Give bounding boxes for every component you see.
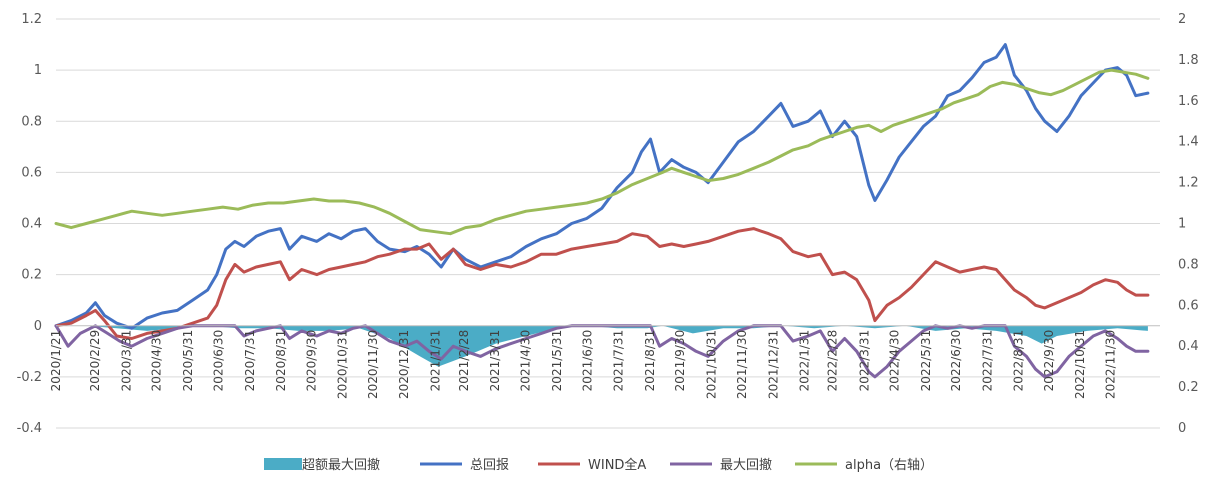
legend-label-maxdd: 最大回撤 bbox=[720, 457, 772, 473]
right-tick-label: 0.2 bbox=[1178, 380, 1199, 395]
x-tick-label: 2020/3/31 bbox=[119, 330, 133, 392]
x-tick-label: 2020/6/30 bbox=[211, 330, 225, 392]
x-tick-label: 2021/9/30 bbox=[673, 330, 687, 392]
right-tick-label: 0.4 bbox=[1178, 339, 1199, 354]
x-tick-label: 2022/11/30 bbox=[1104, 330, 1118, 399]
x-tick-label: 2020/9/30 bbox=[304, 330, 318, 392]
x-tick-label: 2021/6/30 bbox=[580, 330, 594, 392]
x-tick-label: 2021/8/31 bbox=[643, 330, 657, 392]
right-tick-label: 1 bbox=[1178, 217, 1186, 232]
legend-label-total: 总回报 bbox=[470, 458, 509, 473]
x-tick-label: 2022/1/31 bbox=[798, 330, 812, 392]
legend-label-wind: WIND全A bbox=[588, 457, 646, 473]
x-tick-label: 2022/7/31 bbox=[980, 330, 994, 392]
x-tick-label: 2020/2/29 bbox=[88, 330, 102, 392]
right-tick-label: 1.8 bbox=[1178, 53, 1199, 68]
legend-label-excess_dd: 超额最大回撤 bbox=[302, 457, 380, 473]
x-tick-label: 2021/3/31 bbox=[488, 330, 502, 392]
left-tick-label: 1.2 bbox=[21, 12, 42, 27]
legend-swatch-excess_dd bbox=[264, 458, 302, 470]
legend: 超额最大回撤 总回报 WIND全A 最大回撤 alpha（右轴） bbox=[264, 457, 933, 473]
left-axis-ticks: -0.4 -0.2 0 0.2 0.4 0.6 0.8 1 1.2 bbox=[17, 12, 42, 436]
x-tick-label: 2021/4/30 bbox=[519, 330, 533, 392]
x-tick-label: 2021/5/31 bbox=[550, 330, 564, 392]
x-tick-label: 2021/7/31 bbox=[612, 330, 626, 392]
series-line-total bbox=[54, 43, 1150, 330]
series-area-excess_dd bbox=[56, 325, 1148, 367]
left-tick-label: 0.2 bbox=[21, 268, 42, 283]
x-tick-label: 2020/7/31 bbox=[243, 330, 257, 392]
right-tick-label: 0.8 bbox=[1178, 257, 1199, 272]
x-tick-label: 2021/12/31 bbox=[766, 330, 780, 399]
legend-label-alpha: alpha（右轴） bbox=[845, 458, 933, 473]
x-tick-label: 2022/4/30 bbox=[888, 330, 902, 392]
right-tick-label: 0 bbox=[1178, 421, 1186, 436]
x-tick-label: 2021/1/31 bbox=[429, 330, 443, 392]
left-tick-label: 0.8 bbox=[21, 114, 42, 129]
x-tick-label: 2020/11/30 bbox=[366, 330, 380, 399]
right-tick-label: 1.2 bbox=[1178, 176, 1199, 191]
line-layer bbox=[54, 43, 1150, 379]
left-tick-label: 0.6 bbox=[21, 165, 42, 180]
x-tick-label: 2022/8/31 bbox=[1012, 330, 1026, 392]
series-line-alpha bbox=[54, 68, 1150, 236]
x-tick-label: 2022/10/31 bbox=[1073, 330, 1087, 399]
x-tick-label: 2022/6/30 bbox=[949, 330, 963, 392]
right-tick-label: 0.6 bbox=[1178, 298, 1199, 313]
gridlines bbox=[56, 18, 1160, 429]
x-tick-label: 2020/12/31 bbox=[397, 330, 411, 399]
right-tick-label: 2 bbox=[1178, 12, 1186, 27]
left-tick-label: -0.4 bbox=[17, 421, 42, 436]
x-tick-label: 2021/2/28 bbox=[457, 330, 471, 392]
x-tick-label: 2020/8/31 bbox=[274, 330, 288, 392]
x-tick-label: 2020/4/30 bbox=[150, 330, 164, 392]
area-layer bbox=[56, 325, 1148, 367]
right-tick-label: 1.6 bbox=[1178, 94, 1199, 109]
x-tick-label: 2020/10/31 bbox=[336, 330, 350, 399]
x-tick-label: 2022/9/30 bbox=[1042, 330, 1056, 392]
right-axis-ticks: 0 0.2 0.4 0.6 0.8 1 1.2 1.4 1.6 1.8 2 bbox=[1178, 12, 1199, 436]
x-tick-label: 2021/10/31 bbox=[704, 330, 718, 399]
x-tick-label: 2020/1/21 bbox=[49, 330, 63, 392]
x-tick-label: 2022/2/28 bbox=[826, 330, 840, 392]
x-tick-label: 2021/11/30 bbox=[735, 330, 749, 399]
x-axis-ticks: 2020/1/21 2020/2/29 2020/3/31 2020/4/30 2020… bbox=[49, 330, 1118, 399]
series-line-wind bbox=[54, 227, 1150, 340]
left-tick-label: 1 bbox=[34, 63, 42, 78]
left-tick-label: 0 bbox=[34, 319, 42, 334]
left-tick-label: -0.2 bbox=[17, 370, 42, 385]
right-tick-label: 1.4 bbox=[1178, 135, 1199, 150]
left-tick-label: 0.4 bbox=[21, 217, 42, 232]
x-tick-label: 2020/5/31 bbox=[181, 330, 195, 392]
x-tick-label: 2022/3/31 bbox=[857, 330, 871, 392]
x-tick-label: 2022/5/31 bbox=[919, 330, 933, 392]
